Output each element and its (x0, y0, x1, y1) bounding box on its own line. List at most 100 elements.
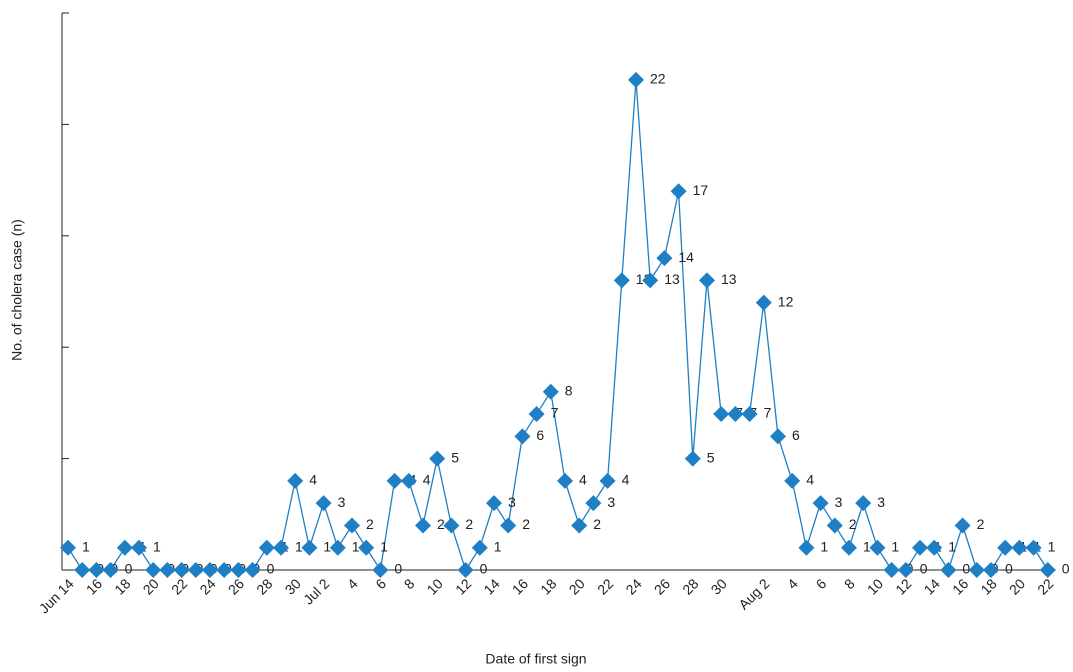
data-point (301, 539, 318, 556)
data-label: 1 (494, 538, 502, 554)
data-point (273, 539, 289, 556)
data-label: 0 (480, 561, 488, 577)
data-label: 1 (323, 538, 331, 554)
x-tick-label: 30 (708, 575, 730, 597)
data-point (741, 406, 758, 423)
x-tick-label: 18 (537, 575, 559, 597)
data-label: 17 (693, 182, 709, 198)
data-label: 22 (650, 71, 666, 87)
x-tick-label: 20 (140, 575, 162, 597)
data-label: 0 (1062, 561, 1070, 577)
data-point (386, 472, 403, 489)
data-label: 8 (565, 382, 573, 398)
data-point (983, 562, 999, 578)
data-point (883, 562, 900, 578)
series-line (67, 79, 1049, 572)
data-label: 1 (1048, 538, 1056, 554)
data-label: 1 (82, 538, 90, 554)
data-point (869, 539, 886, 556)
data-point (855, 495, 872, 512)
data-label: 13 (721, 271, 737, 287)
data-point (1011, 539, 1028, 556)
x-tick-label: 18 (977, 575, 999, 597)
data-point (926, 539, 943, 556)
data-point (443, 517, 460, 534)
data-point (585, 495, 602, 512)
x-tick-label: 24 (196, 575, 218, 597)
data-point (770, 428, 786, 445)
data-point (102, 562, 119, 578)
data-point (244, 562, 261, 578)
data-point (1025, 539, 1042, 556)
data-label: 1 (352, 538, 360, 554)
data-point (557, 472, 573, 489)
x-tick-label: 4 (784, 575, 801, 592)
data-label: 2 (593, 516, 601, 532)
x-tick-label: 26 (651, 575, 673, 597)
data-point (131, 539, 147, 556)
data-point (216, 562, 233, 578)
data-point (287, 472, 304, 489)
x-tick-label: 22 (594, 575, 616, 597)
data-label: 13 (664, 271, 680, 287)
data-point (202, 562, 218, 578)
data-point (159, 562, 176, 578)
data-label: 1 (380, 538, 388, 554)
data-point (1039, 562, 1056, 578)
data-point (116, 539, 133, 556)
data-label: 1 (153, 538, 161, 554)
data-label: 2 (366, 516, 374, 532)
data-point (358, 539, 375, 556)
data-point (173, 562, 190, 578)
x-tick-label: 8 (841, 575, 858, 592)
x-tick-label: 12 (452, 575, 474, 597)
data-label: 1 (891, 538, 899, 554)
data-point (471, 539, 488, 556)
data-point (599, 472, 616, 489)
data-point (968, 562, 985, 578)
data-point (727, 406, 744, 423)
data-label: 2 (977, 516, 985, 532)
data-point (897, 562, 914, 578)
data-point (415, 517, 431, 534)
data-label: 0 (267, 561, 275, 577)
data-point (684, 450, 701, 467)
data-label: 1 (863, 538, 871, 554)
x-tick-label: 20 (1006, 575, 1028, 597)
data-point (613, 272, 630, 289)
data-point (486, 495, 502, 512)
data-point (826, 517, 843, 534)
data-label: 2 (437, 516, 445, 532)
data-label: 6 (792, 427, 800, 443)
data-label: 3 (607, 494, 615, 510)
x-tick-label: 22 (168, 575, 190, 597)
data-label: 7 (764, 405, 772, 421)
data-label: 5 (707, 449, 715, 465)
x-tick-label: 4 (344, 575, 361, 592)
data-point (344, 517, 360, 534)
x-tick-label: 10 (864, 575, 886, 597)
x-tick-label: 28 (679, 575, 701, 597)
y-axis-label: No. of cholera case (n) (9, 219, 25, 361)
x-tick-label: 14 (921, 575, 943, 597)
x-tick-label: Aug 2 (735, 575, 772, 612)
data-point (60, 539, 76, 556)
data-point (812, 495, 829, 512)
x-tick-label: 16 (509, 575, 531, 597)
x-tick-label: 10 (424, 575, 446, 597)
data-point (329, 539, 346, 556)
data-point (628, 71, 644, 88)
data-point (940, 562, 957, 578)
data-point (514, 428, 531, 445)
data-label: 3 (508, 494, 516, 510)
x-tick-label: 6 (813, 575, 830, 592)
data-point (457, 562, 474, 578)
x-tick-label: 16 (83, 575, 105, 597)
data-label: 0 (962, 561, 970, 577)
x-tick-label: 22 (1034, 575, 1056, 597)
data-point (88, 562, 105, 578)
data-label: 4 (622, 472, 630, 488)
data-point (912, 539, 928, 556)
x-tick-label: 20 (566, 575, 588, 597)
data-label: 12 (778, 293, 794, 309)
